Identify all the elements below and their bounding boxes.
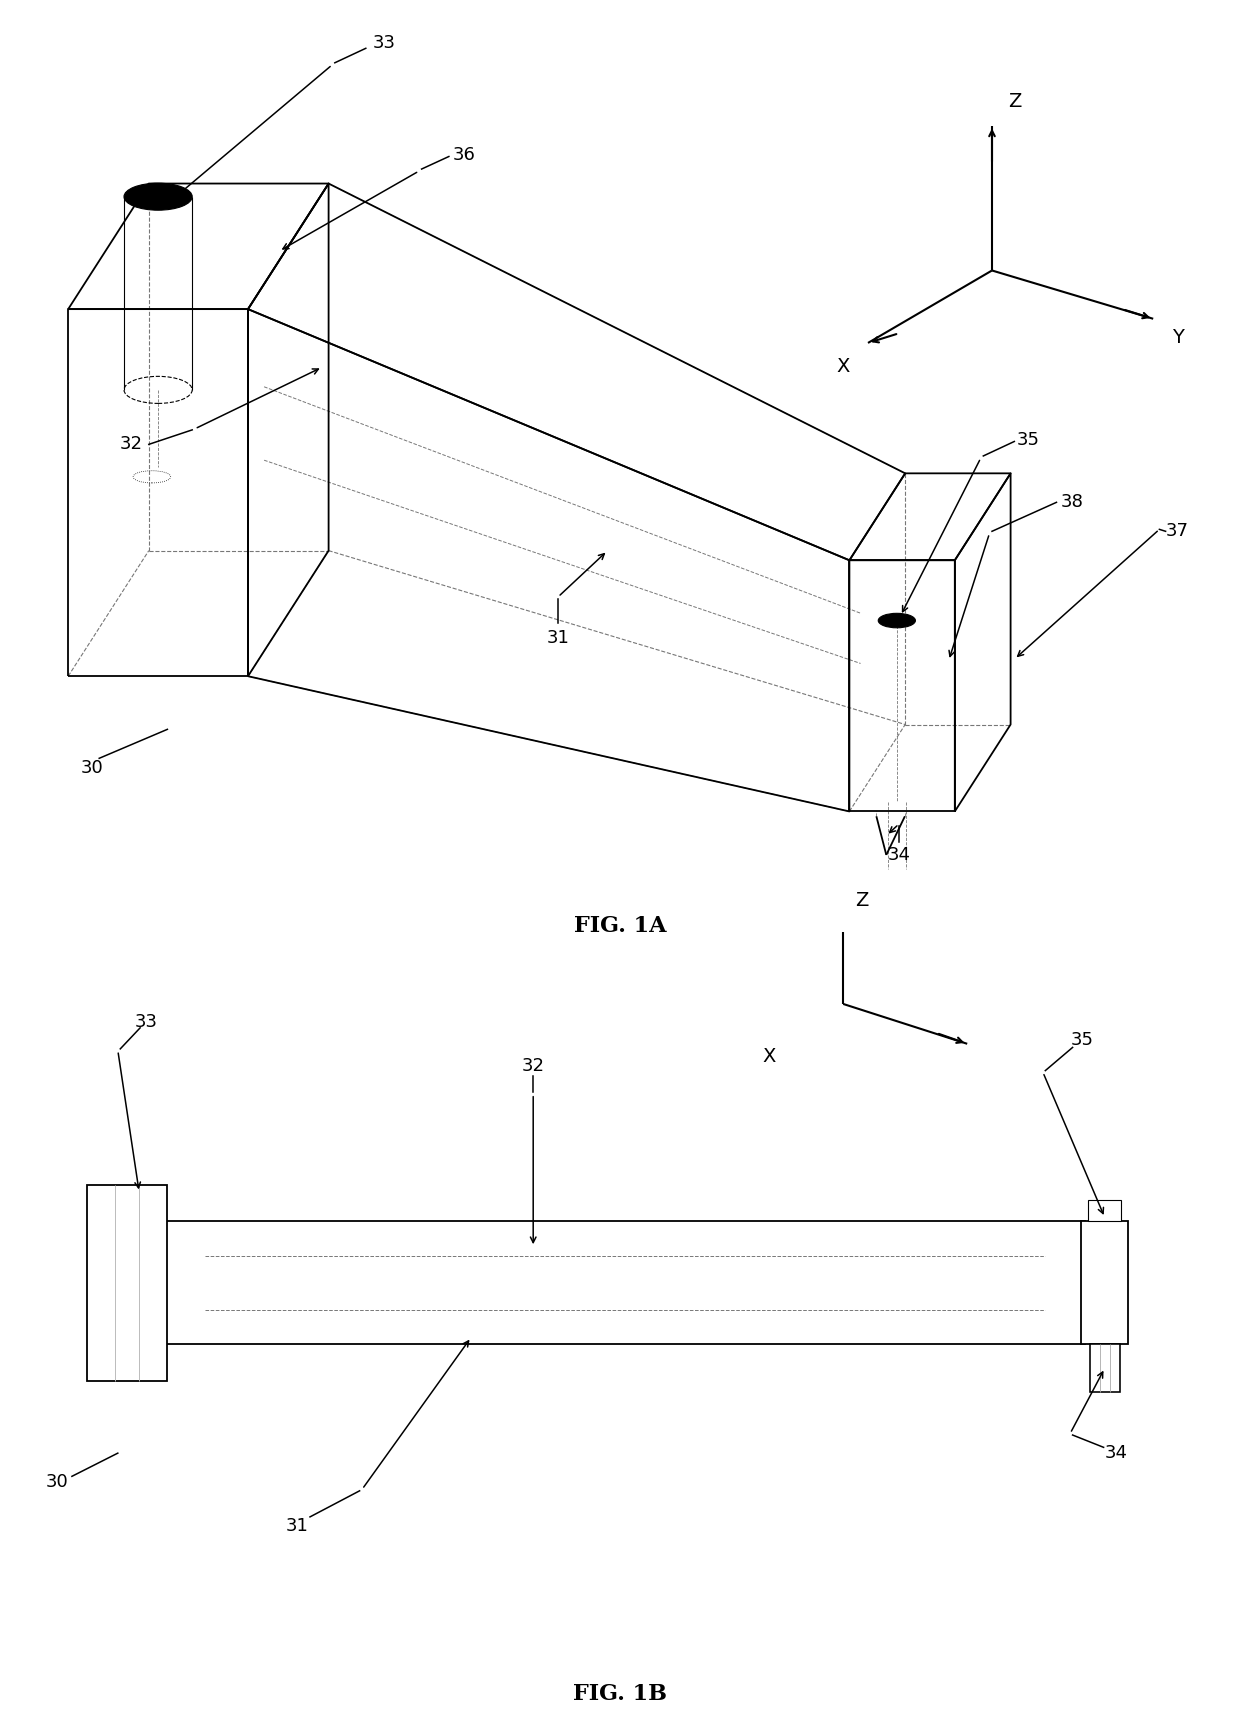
Text: 30: 30: [81, 759, 103, 776]
Text: FIG. 1A: FIG. 1A: [574, 916, 666, 937]
Text: 35: 35: [1071, 1032, 1094, 1049]
Bar: [1090, 1344, 1120, 1392]
Text: 32: 32: [119, 435, 143, 454]
Text: Z: Z: [856, 890, 869, 909]
Text: FIG. 1B: FIG. 1B: [573, 1684, 667, 1704]
Bar: [87, 1185, 167, 1380]
Text: 37: 37: [1166, 523, 1189, 540]
Text: 38: 38: [1060, 493, 1083, 511]
Bar: [1089, 1199, 1121, 1221]
Bar: [1081, 1221, 1128, 1344]
Text: 33: 33: [373, 34, 396, 52]
Ellipse shape: [878, 614, 915, 628]
Ellipse shape: [124, 183, 192, 210]
Text: 30: 30: [46, 1473, 68, 1490]
Text: 33: 33: [135, 1013, 157, 1032]
Text: X: X: [763, 1047, 775, 1066]
Text: 35: 35: [1017, 431, 1040, 448]
Text: 36: 36: [453, 145, 475, 164]
Bar: [118, 1221, 1085, 1344]
Text: 34: 34: [1105, 1444, 1127, 1463]
Text: 31: 31: [547, 628, 569, 647]
Text: 31: 31: [286, 1516, 309, 1535]
Text: Y: Y: [1172, 328, 1184, 347]
Text: 32: 32: [522, 1056, 544, 1075]
Text: X: X: [836, 357, 849, 376]
Text: Z: Z: [1008, 91, 1022, 110]
Text: 34: 34: [888, 845, 910, 864]
